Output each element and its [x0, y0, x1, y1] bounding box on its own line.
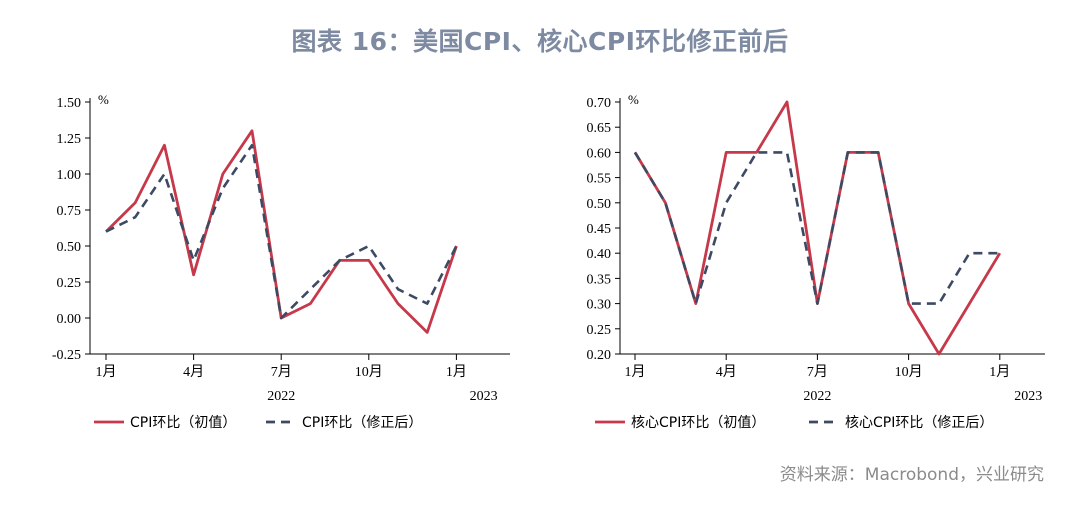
y-tick-label: 1.50: [57, 96, 82, 111]
y-tick-label: 0.50: [587, 197, 612, 212]
chart-title: 图表 16：美国CPI、核心CPI环比修正前后: [291, 27, 789, 56]
year-label: 2023: [1014, 389, 1042, 404]
x-tick-label: 1月: [96, 364, 117, 380]
unit-label: %: [98, 92, 109, 107]
legend-label: 核心CPI环比（初值）: [631, 414, 765, 431]
y-tick-label: 0.25: [587, 323, 612, 338]
x-tick-label: 1月: [989, 364, 1010, 380]
x-tick-label: 10月: [895, 364, 923, 380]
x-tick-label: 1月: [625, 364, 646, 380]
legend-label: CPI环比（修正后）: [302, 415, 422, 431]
y-tick-label: 0.75: [57, 204, 82, 219]
original-series-line: [105, 129, 458, 334]
revised-series-line: [633, 151, 1000, 305]
legend-label: CPI环比（初值）: [130, 414, 236, 431]
y-tick-label: 0.00: [57, 312, 82, 327]
x-tick-label: 4月: [716, 364, 737, 380]
year-label: 2022: [267, 389, 295, 404]
y-tick-label: 0.35: [587, 272, 612, 287]
year-label: 2022: [803, 389, 831, 404]
y-tick-label: 0.60: [587, 146, 612, 161]
y-tick-label: 0.55: [587, 172, 612, 187]
core-cpi-line-chart: 0.20 0.25 0.30 0.35 0.40 0.45 0.50 0.55 0.60 0.65…: [587, 92, 1045, 431]
original-series-line: [633, 100, 1001, 356]
legend-label: 核心CPI环比（修正后）: [845, 415, 993, 431]
y-tick-label: 0.25: [57, 276, 82, 291]
y-tick-label: 0.50: [57, 240, 82, 255]
x-tick-label: 10月: [355, 364, 383, 380]
x-tick-label: 4月: [183, 364, 204, 380]
y-tick-label: 0.20: [587, 348, 612, 363]
x-tick-label: 7月: [271, 364, 292, 380]
y-tick-label: 0.70: [587, 96, 612, 111]
year-label: 2023: [470, 389, 498, 404]
y-tick-label: 0.65: [587, 121, 612, 136]
y-tick-label: 0.45: [587, 222, 612, 237]
y-tick-label: -0.25: [52, 348, 81, 363]
y-tick-label: 0.40: [587, 247, 612, 262]
unit-label: %: [628, 92, 639, 107]
x-tick-label: 7月: [807, 364, 828, 380]
revised-series-line: [105, 143, 458, 320]
y-tick-label: 1.00: [57, 168, 82, 183]
cpi-line-chart: -0.25 0.00 0.25 0.50 0.75 1.00 1.25 1.50 % 1月 4月 7月…: [52, 92, 510, 431]
x-tick-label: 1月: [446, 364, 467, 380]
source-note: 资料来源：Macrobond，兴业研究: [779, 465, 1044, 485]
y-tick-label: 1.25: [57, 132, 82, 147]
y-tick-label: 0.30: [587, 298, 612, 313]
